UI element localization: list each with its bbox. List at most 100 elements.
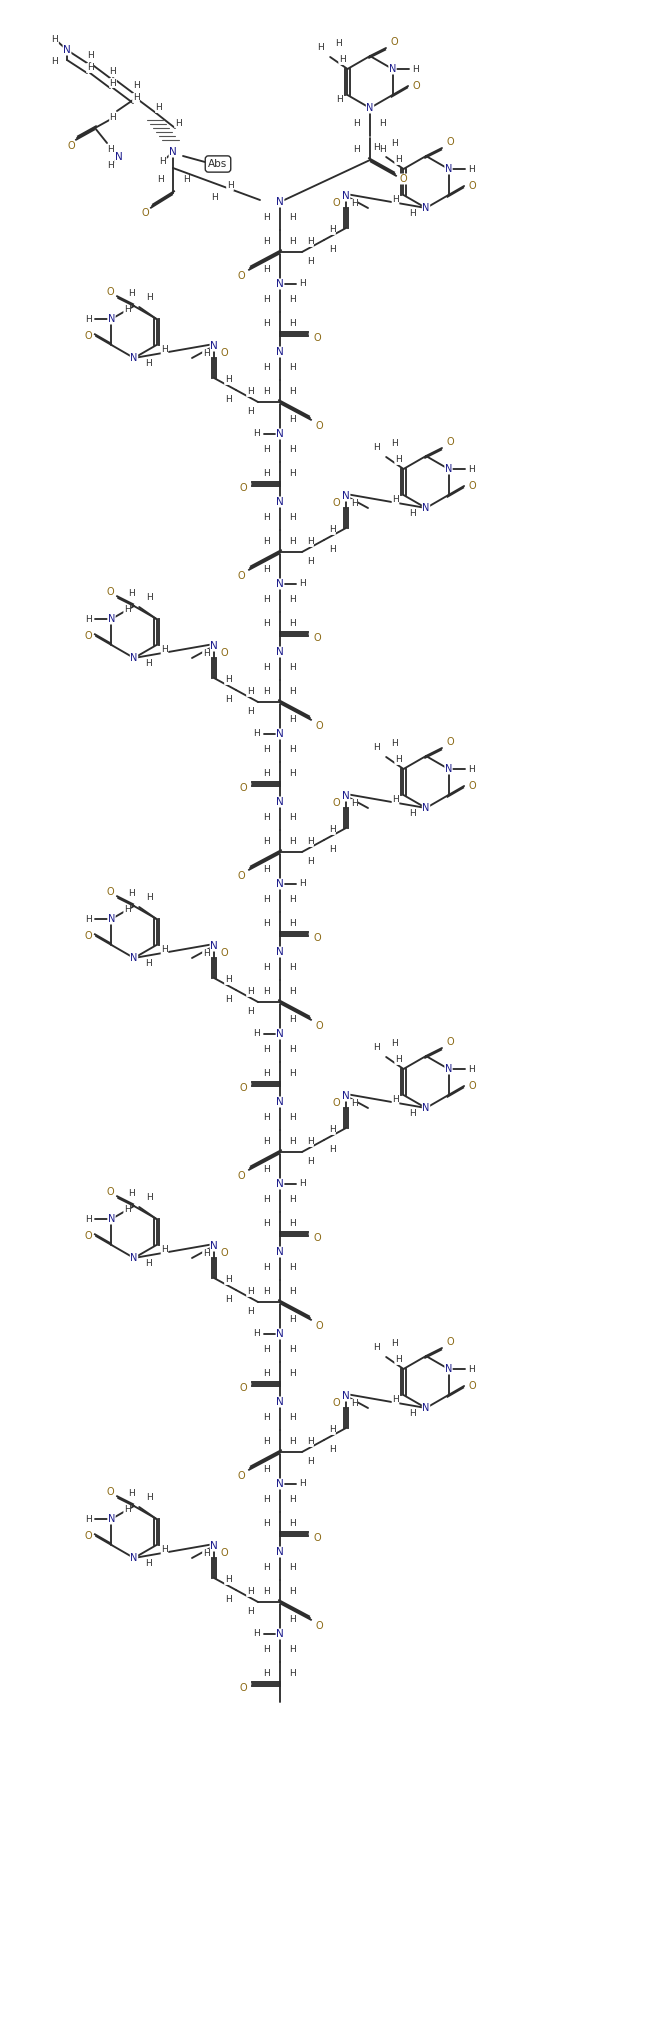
- Text: H: H: [290, 319, 296, 327]
- Text: O: O: [315, 420, 323, 430]
- Text: H: H: [263, 469, 270, 477]
- Text: H: H: [263, 895, 270, 905]
- Text: H: H: [468, 1065, 475, 1073]
- Text: H: H: [247, 707, 254, 717]
- Text: H: H: [290, 1519, 296, 1527]
- Text: O: O: [84, 630, 92, 640]
- Text: H: H: [329, 525, 335, 535]
- Text: H: H: [380, 119, 386, 129]
- Text: O: O: [468, 782, 476, 792]
- Text: O: O: [220, 947, 228, 957]
- Text: H: H: [468, 764, 475, 774]
- Text: H: H: [300, 580, 307, 588]
- Text: O: O: [106, 287, 114, 297]
- Text: H: H: [339, 55, 345, 65]
- Text: H: H: [128, 1190, 135, 1198]
- Text: H: H: [468, 164, 475, 174]
- Text: O: O: [332, 1398, 340, 1408]
- Text: N: N: [276, 879, 284, 889]
- Text: H: H: [354, 145, 360, 154]
- Text: H: H: [225, 1596, 232, 1604]
- Text: H: H: [263, 537, 270, 545]
- Text: N: N: [276, 1246, 284, 1256]
- Text: H: H: [380, 145, 386, 154]
- Text: H: H: [329, 226, 335, 234]
- Text: H: H: [225, 376, 232, 384]
- Text: O: O: [468, 1382, 476, 1392]
- Text: O: O: [237, 1172, 245, 1182]
- Text: H: H: [263, 745, 270, 755]
- Text: H: H: [263, 214, 270, 222]
- Text: H: H: [128, 289, 135, 299]
- Text: O: O: [468, 1081, 476, 1091]
- Text: O: O: [237, 1471, 245, 1481]
- Text: H: H: [329, 1426, 335, 1434]
- Text: H: H: [203, 1250, 210, 1258]
- Text: H: H: [263, 1137, 270, 1145]
- Text: N: N: [422, 1404, 430, 1414]
- Text: O: O: [399, 174, 407, 184]
- Text: H: H: [351, 1099, 357, 1109]
- Text: N: N: [108, 913, 115, 923]
- Text: H: H: [254, 1030, 260, 1038]
- Text: H: H: [290, 768, 296, 778]
- Text: H: H: [263, 986, 270, 996]
- Text: N: N: [276, 798, 284, 808]
- Text: H: H: [317, 42, 324, 50]
- Text: H: H: [290, 386, 296, 396]
- Text: H: H: [329, 1446, 335, 1454]
- Text: H: H: [373, 442, 380, 452]
- Text: H: H: [373, 143, 380, 152]
- Text: H: H: [329, 846, 335, 854]
- Text: H: H: [263, 1164, 270, 1174]
- Text: O: O: [332, 499, 340, 507]
- Text: O: O: [313, 933, 321, 943]
- Text: N: N: [130, 953, 138, 964]
- Text: N: N: [445, 164, 452, 174]
- Text: H: H: [160, 156, 166, 166]
- Text: H: H: [392, 1095, 399, 1105]
- Text: H: H: [392, 196, 399, 204]
- Text: O: O: [239, 1683, 247, 1693]
- Text: H: H: [263, 1495, 270, 1505]
- Text: H: H: [254, 430, 260, 438]
- Text: H: H: [146, 1192, 153, 1202]
- Text: H: H: [263, 1113, 270, 1123]
- Text: H: H: [263, 1563, 270, 1572]
- Text: H: H: [373, 1042, 380, 1052]
- Text: H: H: [133, 93, 139, 103]
- Text: H: H: [391, 1040, 397, 1048]
- Text: H: H: [290, 964, 296, 972]
- Text: H: H: [175, 119, 181, 127]
- Text: N: N: [445, 465, 452, 475]
- Text: H: H: [300, 1180, 307, 1188]
- Text: H: H: [395, 1355, 402, 1364]
- Text: H: H: [290, 919, 296, 927]
- Text: H: H: [391, 139, 397, 149]
- Text: H: H: [85, 315, 92, 323]
- Text: H: H: [263, 295, 270, 305]
- Text: O: O: [313, 632, 321, 642]
- Text: O: O: [315, 721, 323, 731]
- Text: H: H: [290, 1218, 296, 1228]
- Text: H: H: [263, 865, 270, 873]
- Text: H: H: [351, 800, 357, 808]
- Text: H: H: [263, 1069, 270, 1077]
- Text: N: N: [276, 279, 284, 289]
- Text: H: H: [85, 1214, 92, 1224]
- Text: N: N: [130, 1553, 138, 1563]
- Text: N: N: [210, 1240, 218, 1250]
- Text: H: H: [468, 1364, 475, 1374]
- Text: H: H: [307, 257, 313, 267]
- Text: N: N: [130, 652, 138, 663]
- Text: H: H: [128, 590, 135, 598]
- Text: H: H: [263, 1414, 270, 1422]
- Text: H: H: [307, 1157, 313, 1166]
- Text: O: O: [84, 1531, 92, 1541]
- Text: H: H: [182, 176, 190, 184]
- Text: O: O: [67, 141, 75, 152]
- Text: H: H: [290, 745, 296, 755]
- Text: N: N: [108, 1214, 115, 1224]
- Text: O: O: [237, 871, 245, 881]
- Text: H: H: [263, 1586, 270, 1596]
